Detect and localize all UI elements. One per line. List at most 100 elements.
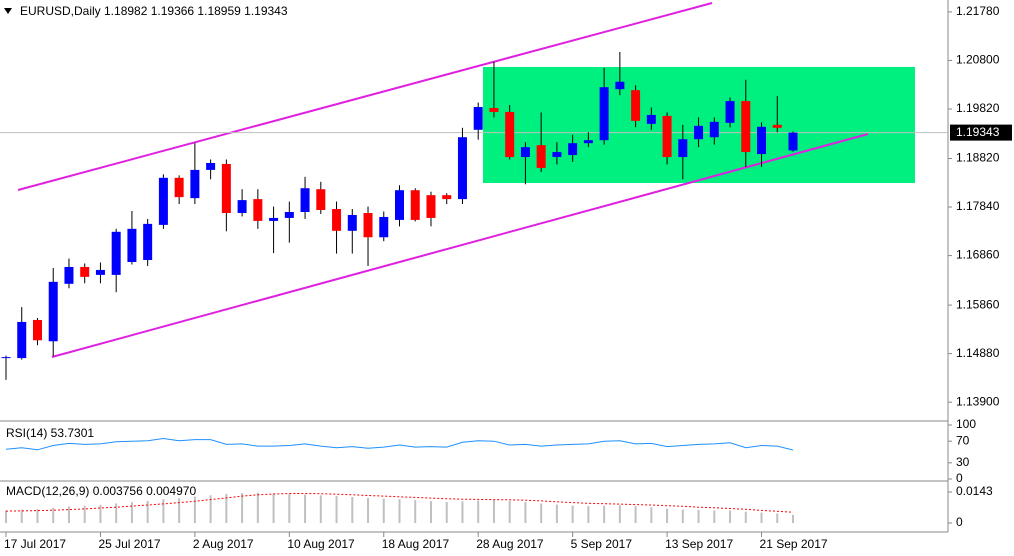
macd-bar [540,503,543,523]
candle-body [788,132,798,151]
candle-body [174,177,184,198]
macd-bar [414,500,417,523]
x-tick-label: 17 Jul 2017 [4,537,66,551]
candle-body [111,231,121,275]
rsi-title: RSI(14) 53.7301 [6,426,94,440]
candle-body [206,162,216,170]
current-price-label: 1.19343 [956,125,1000,139]
candle-body [599,87,609,141]
macd-bar [634,506,637,523]
macd-bar [445,501,448,523]
candle-body [95,269,105,275]
x-tick-label: 5 Sep 2017 [571,537,633,551]
channel-upper [17,2,713,191]
candle-body [332,209,342,231]
candle-body [64,266,74,284]
y-tick-label: 30 [956,455,970,469]
macd-signal [5,493,794,513]
macd-bar [603,505,606,523]
macd-bar [792,514,794,523]
macd-bar [382,498,385,523]
candle-body [80,266,90,277]
y-tick-label: 1.13900 [956,394,1000,408]
macd-bar [256,492,259,523]
macd-bar [729,510,732,523]
candle-body [583,140,593,144]
candle-body [694,125,704,140]
y-tick-label: 1.14880 [956,346,1000,360]
macd-bar [20,509,23,523]
candle-body [347,214,357,231]
candle-body [631,90,641,121]
y-tick-label: 1.20800 [956,53,1000,67]
macd-bar [398,499,401,523]
candle-body [48,281,58,342]
x-tick-label: 18 Aug 2017 [382,537,450,551]
y-tick-label: 70 [956,433,970,447]
x-tick-label: 21 Sep 2017 [760,537,828,551]
candle-body [662,115,672,158]
y-tick-label: 1.19820 [956,101,1000,115]
candle-body [300,188,310,212]
macd-bar [335,496,338,523]
macd-bar [461,501,464,523]
macd-bar [272,493,275,523]
macd-bar [351,496,354,523]
y-tick-label: 1.21780 [956,4,1000,18]
candle-body [772,124,782,128]
candle-body [316,189,326,211]
macd-bar [67,506,70,523]
macd-bar [555,504,558,523]
macd-bar [650,507,653,523]
candle-body [520,147,530,158]
macd-bar [36,509,39,523]
chart-title: EURUSD,Daily 1.18982 1.19366 1.18959 1.1… [20,4,288,18]
candle-body [237,200,247,213]
macd-bar [146,500,149,523]
candle-body [552,152,562,158]
y-tick-label: 1.17840 [956,199,1000,213]
macd-bar [744,511,747,523]
macd-bar [618,505,621,523]
candle-body [269,217,279,221]
candle-body [1,357,11,359]
candle-body [395,190,404,220]
macd-bar [130,502,133,523]
macd-bar [776,513,779,523]
rsi-line [5,437,794,451]
x-tick-label: 10 Aug 2017 [287,537,355,551]
macd-bar [193,496,196,523]
x-tick-label: 25 Jul 2017 [98,537,160,551]
channel-lower [51,133,869,358]
macd-bar [99,504,102,523]
current-price-box [950,124,1012,141]
candle-body [536,145,546,168]
candle-body [410,190,420,220]
macd-bar [209,495,212,523]
macd-bar [508,500,511,523]
candle-body [284,211,294,218]
macd-bar [524,501,527,523]
candle-body [143,223,153,261]
y-tick-label: 1.15860 [956,297,1000,311]
x-tick-label: 13 Sep 2017 [665,537,733,551]
y-tick-label: 100 [956,417,976,431]
macd-bar [587,506,590,523]
macd-bar [5,510,7,523]
macd-bar [288,494,291,523]
macd-bar [83,505,86,523]
candle-body [17,321,27,359]
macd-bar [162,499,165,523]
candle-body [158,177,168,225]
macd-bar [241,493,244,523]
macd-bar [52,507,55,523]
candle-body [457,137,467,200]
candle-body [646,114,656,124]
macd-title: MACD(12,26,9) 0.003756 0.004970 [6,484,196,498]
candle-body [741,101,751,153]
macd-bar [666,508,669,523]
menu-arrow[interactable] [4,8,12,14]
y-tick-label: 0 [956,471,963,485]
macd-bar [760,512,763,523]
